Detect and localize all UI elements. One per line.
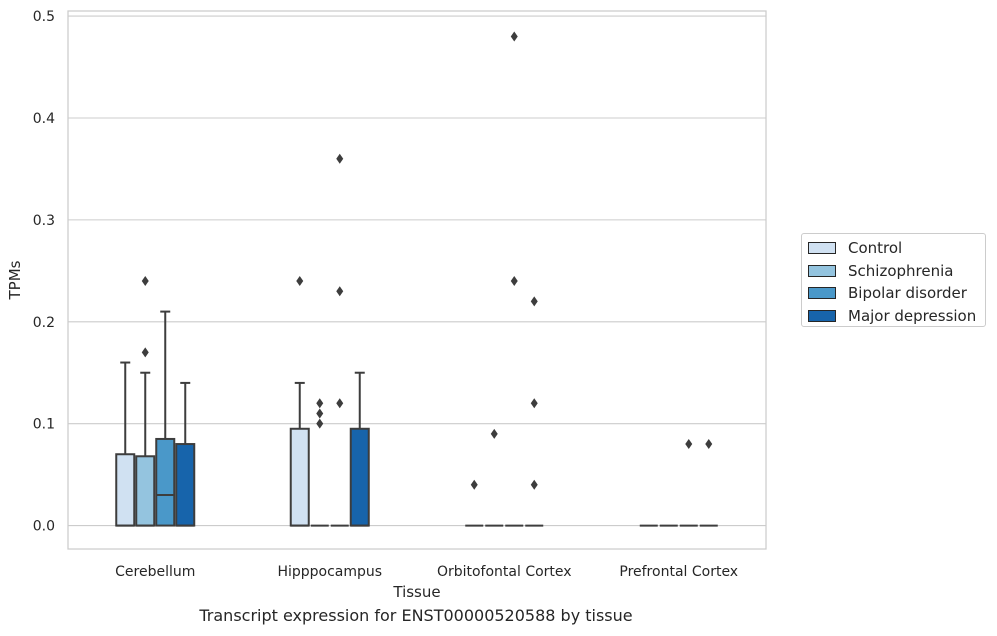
y-tick-label: 0.0 [33, 519, 55, 535]
plot-frame [67, 10, 767, 550]
box-plot-area [115, 31, 718, 527]
box-body [155, 437, 176, 527]
x-tick-label: Prefrontal Cortex [619, 564, 738, 580]
outlier-point [336, 153, 344, 164]
outlier-point [530, 398, 538, 409]
legend-label-schizophrenia: Schizophrenia [848, 261, 954, 280]
outlier-point [530, 296, 538, 307]
outlier-point [316, 418, 324, 429]
legend-swatch-control [808, 242, 836, 255]
outlier-point [296, 276, 304, 287]
legend-item-major-depression: Major depression [802, 305, 985, 328]
outlier-point [316, 398, 324, 409]
x-axis-label: Tissue [392, 583, 440, 601]
outlier-point [510, 31, 518, 42]
legend-swatch-major-depression [808, 309, 836, 322]
figure-caption: Transcript expression for ENST0000052058… [199, 606, 633, 625]
outlier-point [141, 276, 149, 287]
y-tick-label: 0.5 [33, 9, 55, 25]
chart-legend: Control Schizophrenia Bipolar disorder M… [801, 233, 986, 327]
x-tick-labels: Cerebellum Hipppocampus Orbitofontal Corte… [115, 564, 738, 580]
y-tick-label: 0.1 [33, 417, 55, 433]
x-tick-label: Hipppocampus [277, 564, 382, 580]
outlier-point [336, 286, 344, 297]
legend-item-bipolar-disorder: Bipolar disorder [802, 282, 985, 305]
outlier-point [316, 408, 324, 419]
y-tick-label: 0.4 [33, 111, 55, 127]
legend-swatch-schizophrenia [808, 264, 836, 277]
y-tick-label: 0.2 [33, 315, 55, 331]
outlier-point [470, 479, 478, 490]
x-tick-label: Cerebellum [115, 564, 195, 580]
outlier-point [705, 439, 713, 450]
legend-item-schizophrenia: Schizophrenia [802, 260, 985, 283]
legend-label-control: Control [848, 239, 903, 258]
outlier-point [685, 439, 693, 450]
outlier-point [510, 276, 518, 287]
legend-swatch-bipolar-disorder [808, 287, 836, 300]
outlier-point [336, 398, 344, 409]
box-body [289, 427, 310, 527]
y-tick-labels: 0.0 0.1 0.2 0.3 0.4 0.5 [33, 9, 55, 534]
box-body [175, 443, 196, 527]
legend-label-bipolar-disorder: Bipolar disorder [848, 284, 967, 303]
box-body [349, 427, 370, 527]
box-body [135, 455, 156, 527]
legend-item-control: Control [802, 237, 985, 260]
box-body [115, 453, 136, 527]
outlier-point [141, 347, 149, 358]
outlier-point [490, 428, 498, 439]
legend-label-major-depression: Major depression [848, 306, 977, 325]
x-tick-label: Orbitofontal Cortex [437, 564, 572, 580]
outlier-point [530, 479, 538, 490]
y-tick-label: 0.3 [33, 213, 55, 229]
y-axis-label: TPMs [6, 260, 24, 300]
